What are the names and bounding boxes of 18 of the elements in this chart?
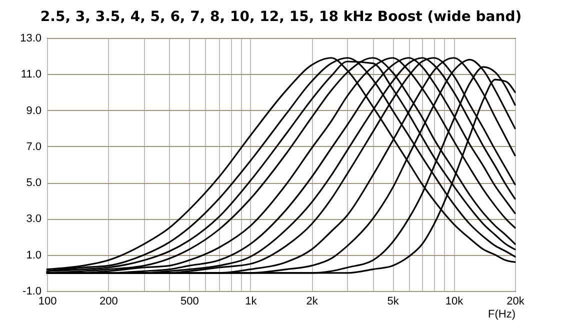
x-tick-label: 2k [306,296,318,308]
x-tick-label: 10k [445,296,464,308]
y-tick-label: -1.0 [22,286,42,298]
y-tick-label: 11.0 [20,68,42,81]
x-axis-title: F(Hz) [488,308,516,320]
chart-title: 2.5, 3, 3.5, 4, 5, 6, 7, 8, 10, 12, 15, 18 kHz Boost (wide band) [40,9,522,25]
x-tick-label: 20k [506,296,525,308]
y-tick-label: 9.0 [26,104,42,117]
x-tick-label: 200 [100,296,118,308]
y-tick-label: 13.0 [20,32,42,44]
y-tick-label: 3.0 [26,213,42,226]
y-tick-label: 1.0 [26,249,42,262]
x-tick-label: 100 [38,296,57,308]
x-tick-label: 1k [245,296,258,308]
y-tick-label: 5.0 [26,177,42,190]
y-tick-label: 7.0 [26,140,42,153]
x-tick-label: 500 [180,296,199,308]
x-tick-label: 5k [387,296,400,308]
